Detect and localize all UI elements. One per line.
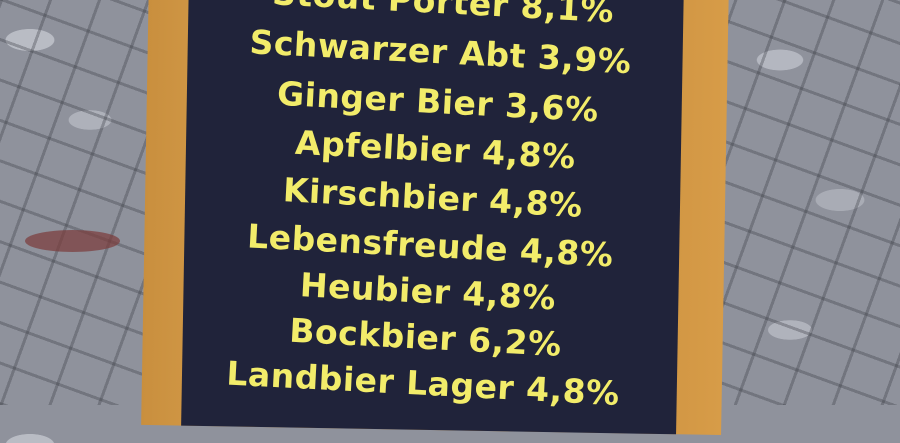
puddle [25, 230, 120, 252]
beer-list: Stout Porter 8,1% Schwarzer Abt 3,9% Gin… [174, 0, 692, 443]
